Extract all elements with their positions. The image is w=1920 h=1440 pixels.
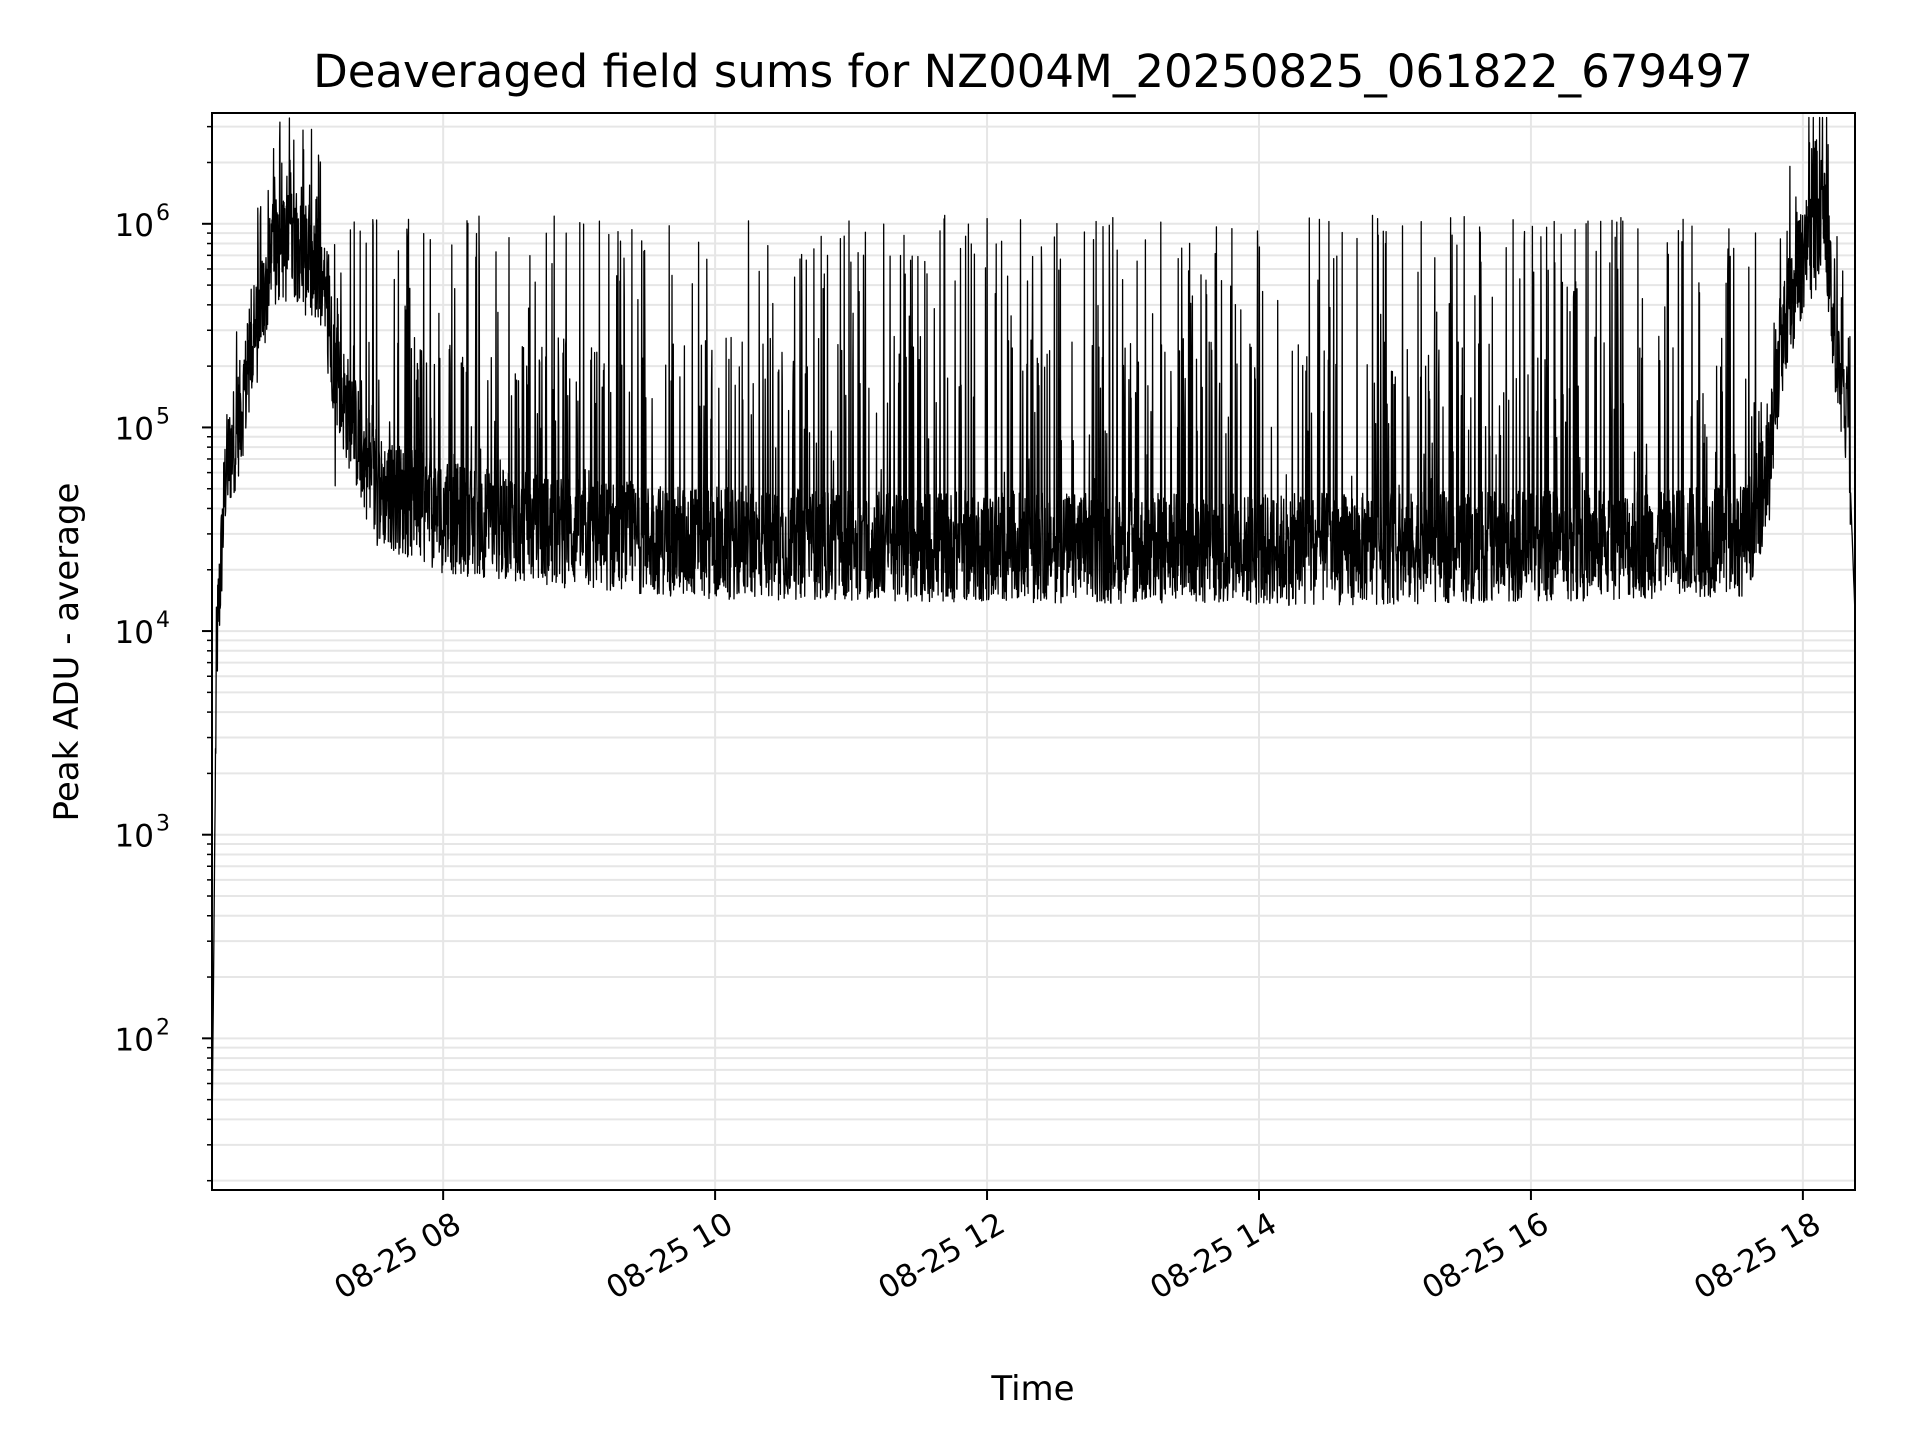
y-tick-exponent: 6 xyxy=(156,201,170,226)
x-tick-label: 08-25 16 xyxy=(1416,1206,1555,1307)
x-tick-label: 08-25 08 xyxy=(328,1206,467,1307)
grid xyxy=(212,113,1855,1190)
y-axis-label: Peak ADU - average xyxy=(47,483,87,822)
x-axis: 08-25 08 08-25 10 08-25 12 08-25 14 08-25 16… xyxy=(328,1190,1827,1307)
x-tick-label: 08-25 10 xyxy=(600,1206,739,1307)
y-tick-label: 10 xyxy=(115,208,154,244)
y-tick-label: 10 xyxy=(115,411,154,447)
y-tick-exponent: 3 xyxy=(156,812,170,837)
y-tick-exponent: 2 xyxy=(156,1015,170,1040)
x-tick-label: 08-25 14 xyxy=(1144,1206,1283,1307)
y-tick-label: 10 xyxy=(115,1022,154,1058)
y-tick-exponent: 5 xyxy=(156,404,170,429)
y-tick-label: 10 xyxy=(115,819,154,855)
x-axis-label: Time xyxy=(990,1369,1074,1409)
series-line xyxy=(211,116,1856,1145)
chart-title: Deaveraged field sums for NZ004M_2025082… xyxy=(313,45,1753,98)
series xyxy=(211,116,1856,1145)
y-tick-label: 10 xyxy=(115,615,154,651)
y-tick-exponent: 4 xyxy=(156,608,170,633)
x-tick-label: 08-25 12 xyxy=(872,1206,1011,1307)
x-tick-label: 08-25 18 xyxy=(1688,1206,1827,1307)
